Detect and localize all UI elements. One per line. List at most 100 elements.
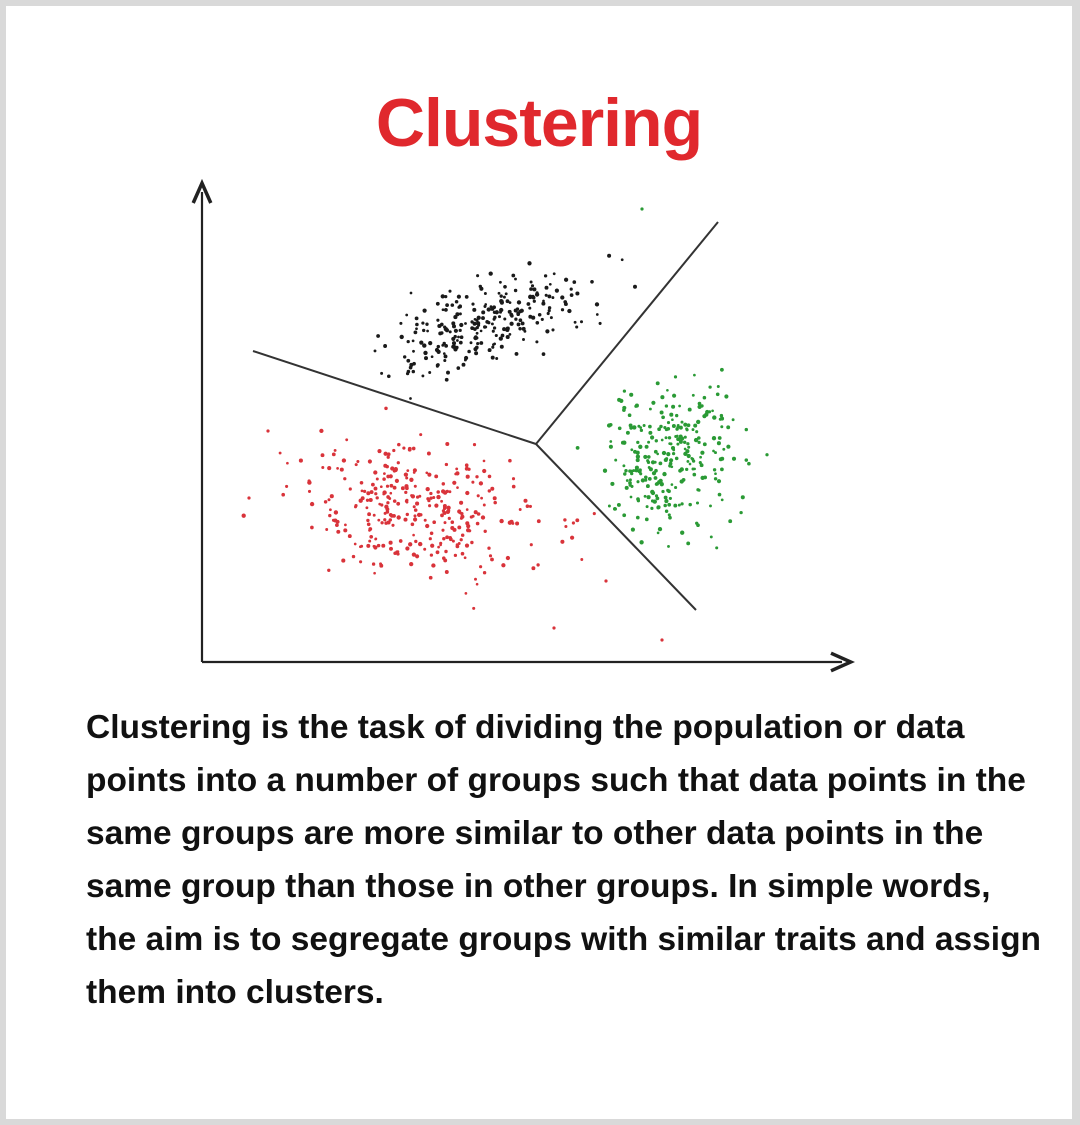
cluster-point xyxy=(624,468,628,473)
cluster-point xyxy=(669,458,674,463)
cluster-point xyxy=(285,484,289,488)
cluster-point xyxy=(629,495,633,499)
cluster-point xyxy=(514,317,518,321)
cluster-point xyxy=(747,461,751,466)
cluster-point xyxy=(413,484,417,488)
cluster-point xyxy=(434,474,439,479)
cluster-point xyxy=(724,394,729,399)
cluster-point xyxy=(683,451,688,457)
cluster-point xyxy=(281,492,286,497)
cluster-point xyxy=(455,471,460,476)
cluster-point xyxy=(425,322,429,326)
cluster-point xyxy=(385,484,390,488)
cluster-point xyxy=(638,444,643,449)
cluster-point xyxy=(544,285,549,290)
cluster-point xyxy=(639,426,643,429)
cluster-point xyxy=(347,534,352,539)
cluster-point xyxy=(392,514,396,518)
cluster-point xyxy=(529,287,533,291)
cluster-point xyxy=(426,329,429,333)
cluster-point xyxy=(470,326,474,330)
cluster-point xyxy=(666,488,670,493)
cluster-point xyxy=(465,508,469,511)
cluster-point xyxy=(451,321,456,326)
cluster-point xyxy=(740,495,745,500)
cluster-point xyxy=(634,404,638,408)
cluster-point xyxy=(418,541,423,547)
cluster-point xyxy=(719,413,724,418)
cluster-point xyxy=(465,474,470,479)
cluster-point xyxy=(310,525,314,530)
cluster-point xyxy=(500,333,505,338)
cluster-point xyxy=(650,460,656,465)
cluster-point xyxy=(739,510,743,515)
cluster-point xyxy=(688,502,692,507)
cluster-point xyxy=(671,451,676,456)
cluster-point xyxy=(464,463,469,468)
cluster-point xyxy=(435,363,439,367)
cluster-point xyxy=(366,491,371,496)
cluster-point xyxy=(528,294,533,299)
cluster-point xyxy=(411,446,416,451)
cluster-point xyxy=(457,305,461,309)
cluster-point xyxy=(409,397,412,400)
cluster-point xyxy=(653,449,658,454)
cluster-point xyxy=(471,302,475,306)
cluster-point xyxy=(381,543,386,548)
cluster-point xyxy=(412,349,415,353)
cluster-point xyxy=(341,458,347,463)
cluster-point xyxy=(622,513,627,518)
cluster-point xyxy=(579,320,584,324)
cluster-point xyxy=(563,277,569,282)
cluster-point xyxy=(425,486,430,492)
cluster-point xyxy=(366,543,371,548)
cluster-point xyxy=(655,496,660,501)
cluster-point xyxy=(674,485,678,490)
cluster-point xyxy=(448,330,452,334)
cluster-point xyxy=(717,492,722,497)
cluster-point xyxy=(399,321,403,325)
cluster-point xyxy=(412,505,416,509)
cluster-point xyxy=(465,490,470,496)
cluster-point xyxy=(644,478,648,482)
cluster-point xyxy=(363,489,367,493)
cluster-point xyxy=(241,513,246,518)
cluster-point xyxy=(429,491,433,496)
cluster-point xyxy=(389,483,394,488)
cluster-point xyxy=(665,457,669,461)
cluster-point xyxy=(744,458,749,462)
cluster-point xyxy=(659,424,663,429)
cluster-point xyxy=(439,543,442,547)
divider-top-right xyxy=(535,221,719,445)
cluster-point xyxy=(680,502,684,506)
cluster-point xyxy=(664,436,668,440)
cluster-point xyxy=(531,315,536,320)
cluster-point xyxy=(650,435,655,440)
cluster-point xyxy=(677,503,681,507)
cluster-point xyxy=(443,358,447,363)
cluster-point xyxy=(637,469,642,474)
cluster-point xyxy=(436,344,441,349)
cluster-point xyxy=(415,554,420,559)
cluster-point xyxy=(552,272,556,276)
cluster-point xyxy=(474,577,477,581)
cluster-point xyxy=(455,467,459,471)
cluster-point xyxy=(688,462,692,466)
cluster-point xyxy=(699,455,702,459)
cluster-point xyxy=(702,442,707,447)
cluster-point xyxy=(504,292,508,296)
cluster-point xyxy=(286,461,289,465)
cluster-point xyxy=(494,310,499,315)
cluster-point xyxy=(560,308,565,312)
cluster-point xyxy=(709,535,713,539)
cluster-point xyxy=(595,313,599,316)
cluster-point xyxy=(411,369,416,374)
cluster-point xyxy=(327,498,331,502)
cluster-point xyxy=(367,512,372,517)
cluster-point xyxy=(541,352,546,356)
cluster-point xyxy=(423,350,428,356)
cluster-point xyxy=(516,300,522,305)
cluster-point xyxy=(636,440,640,445)
cluster-point xyxy=(487,474,492,479)
cluster-point xyxy=(368,497,373,503)
